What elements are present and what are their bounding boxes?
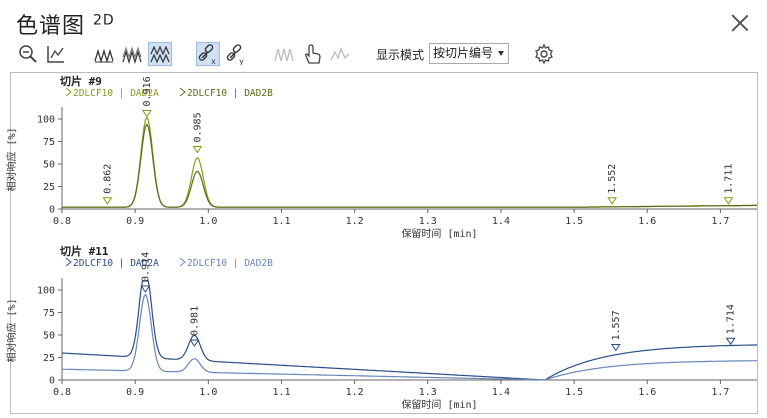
display-mode-value: 按切片编号 bbox=[433, 46, 494, 60]
peak-marker bbox=[141, 110, 152, 118]
legend-marker-icon bbox=[179, 257, 186, 267]
offset-mode-icon[interactable] bbox=[120, 42, 144, 66]
zoom-out-icon[interactable] bbox=[16, 42, 40, 66]
x-tick-label: 0.8 bbox=[53, 387, 71, 398]
y-tick-label: 75 bbox=[43, 137, 55, 148]
link-y-icon[interactable]: y bbox=[224, 42, 248, 66]
peak-label: 0.916 bbox=[142, 76, 153, 106]
legend-entry: 2DLCF10 | DAD2A bbox=[73, 258, 159, 269]
auto-scale-icon[interactable] bbox=[44, 42, 68, 66]
peak-label: 1.714 bbox=[726, 304, 737, 334]
peak-marker bbox=[723, 197, 734, 205]
slice-title: 切片 #9 bbox=[60, 74, 102, 88]
x-tick-label: 1.4 bbox=[492, 216, 510, 227]
y-tick-label: 50 bbox=[43, 160, 55, 171]
svg-text:y: y bbox=[239, 57, 244, 65]
gear-icon[interactable] bbox=[532, 42, 556, 66]
x-tick-label: 1.2 bbox=[346, 216, 364, 227]
peak-label: 1.552 bbox=[607, 164, 618, 194]
series-line bbox=[62, 115, 757, 208]
x-tick-label: 1.4 bbox=[492, 387, 510, 398]
peak-table-icon[interactable] bbox=[272, 42, 296, 66]
y-tick-label: 25 bbox=[43, 182, 55, 193]
peak-marker bbox=[140, 285, 151, 293]
legend-entry: 2DLCF10 | DAD2B bbox=[187, 88, 273, 99]
x-tick-label: 1.0 bbox=[199, 387, 217, 398]
toolbar: x y 显示模式 按切片编号 bbox=[12, 42, 757, 68]
y-tick-label: 50 bbox=[43, 331, 55, 342]
peak-marker bbox=[610, 344, 621, 352]
link-x-icon[interactable]: x bbox=[196, 42, 220, 66]
peak-label: 0.985 bbox=[192, 112, 203, 142]
y-axis-label: 相对响应 [%] bbox=[5, 298, 18, 362]
x-axis-label: 保留时间 [min] bbox=[401, 227, 477, 240]
legend-marker-icon bbox=[65, 257, 72, 267]
chevron-down-icon bbox=[498, 51, 504, 56]
display-mode-select[interactable]: 按切片编号 bbox=[429, 43, 509, 64]
peak-label: 0.914 bbox=[140, 252, 151, 282]
x-tick-label: 1.7 bbox=[711, 387, 729, 398]
x-tick-label: 1.7 bbox=[711, 216, 729, 227]
x-axis-label: 保留时间 [min] bbox=[401, 398, 477, 411]
legend-entry: 2DLCF10 | DAD2A bbox=[73, 88, 159, 99]
y-tick-label: 100 bbox=[37, 115, 55, 126]
legend-entry: 2DLCF10 | DAD2B bbox=[187, 258, 273, 269]
peak-marker bbox=[189, 339, 200, 347]
y-tick-label: 0 bbox=[49, 376, 55, 387]
x-tick-label: 1.6 bbox=[638, 216, 656, 227]
y-axis-label: 相对响应 [%] bbox=[5, 127, 18, 191]
x-tick-label: 0.9 bbox=[126, 387, 144, 398]
peak-label: 0.862 bbox=[102, 164, 113, 194]
peak-marker bbox=[102, 197, 113, 205]
x-tick-label: 1.2 bbox=[346, 387, 364, 398]
display-mode-label: 显示模式 bbox=[376, 48, 425, 62]
x-tick-label: 1.0 bbox=[199, 216, 217, 227]
y-tick-label: 0 bbox=[49, 205, 55, 216]
hand-pan-icon[interactable] bbox=[300, 42, 324, 66]
x-tick-label: 1.1 bbox=[272, 216, 290, 227]
peak-label: 0.981 bbox=[189, 306, 200, 336]
series-line bbox=[62, 123, 757, 208]
x-tick-label: 1.3 bbox=[419, 216, 437, 227]
peak-marker bbox=[607, 197, 618, 205]
legend-marker-icon bbox=[179, 87, 186, 97]
x-tick-label: 1.6 bbox=[638, 387, 656, 398]
x-tick-label: 0.8 bbox=[53, 216, 71, 227]
x-tick-label: 1.1 bbox=[272, 387, 290, 398]
x-tick-label: 0.9 bbox=[126, 216, 144, 227]
x-tick-label: 1.5 bbox=[565, 216, 583, 227]
spectrum-icon[interactable] bbox=[328, 42, 352, 66]
series-line bbox=[61, 280, 757, 381]
svg-text:x: x bbox=[211, 57, 216, 65]
overlay-mode-icon[interactable] bbox=[92, 42, 116, 66]
x-tick-label: 1.5 bbox=[565, 387, 583, 398]
stack-mode-icon[interactable] bbox=[148, 42, 172, 66]
x-tick-label: 1.3 bbox=[419, 387, 437, 398]
window-title: 色谱图 2D bbox=[16, 12, 115, 39]
charts-frame bbox=[10, 72, 758, 414]
y-tick-label: 100 bbox=[37, 286, 55, 297]
peak-label: 1.711 bbox=[723, 164, 734, 194]
peak-marker bbox=[725, 337, 736, 346]
peak-label: 1.557 bbox=[611, 310, 622, 340]
y-tick-label: 25 bbox=[43, 353, 55, 364]
peak-marker bbox=[192, 146, 203, 154]
series-line bbox=[62, 293, 757, 381]
legend-marker-icon bbox=[65, 87, 72, 97]
y-tick-label: 75 bbox=[43, 308, 55, 319]
slice-title: 切片 #11 bbox=[60, 244, 109, 258]
